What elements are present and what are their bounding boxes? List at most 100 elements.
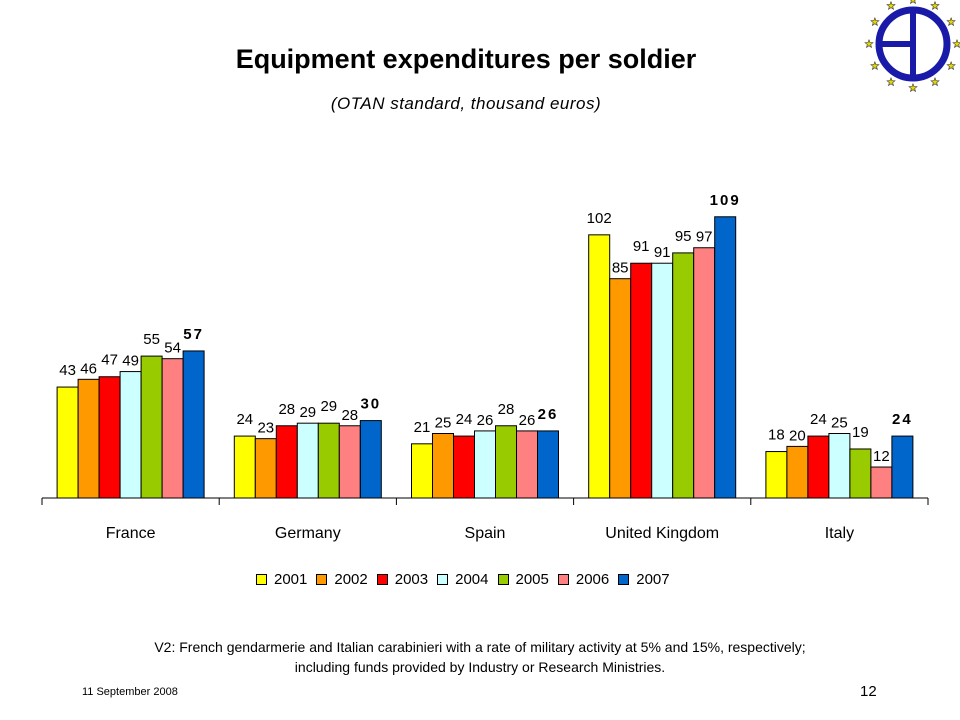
data-label: 26 [538,406,559,423]
bar-italy-2006 [870,466,893,499]
bar-italy-2003 [807,435,830,499]
legend-label: 2007 [636,570,670,588]
data-label: 24 [236,411,253,428]
bar-spain-2001 [411,443,433,499]
bar-france-2003 [98,376,121,499]
footnote-line-1: V2: French gendarmerie and Italian carab… [154,639,806,655]
bar-united-kingdom-2005 [672,252,695,499]
data-label: 28 [341,407,358,424]
category-label: Germany [275,525,341,542]
legend-swatch [618,573,630,585]
bar-united-kingdom-2006 [693,247,716,499]
logo-star-icon [910,0,916,5]
bar-germany-2007 [359,420,382,499]
bar-italy-2004 [828,433,851,499]
data-label: 25 [435,415,452,432]
legend-swatch [376,573,388,585]
bar-france-2001 [56,386,79,499]
bar-spain-2007 [537,430,559,499]
legend-item-2004: 2004 [437,570,489,588]
data-label: 24 [456,411,473,428]
logo-star-icon [908,82,918,93]
logo-stars [864,0,960,93]
bar-united-kingdom-2004 [651,262,674,499]
bar-italy-2001 [765,451,788,499]
data-label: 25 [831,415,848,432]
category-label: Spain [465,525,506,542]
chart-legend: 2001 2002 2003 2004 2005 2006 2007 [256,570,679,588]
data-label: 30 [360,396,381,413]
data-label: 23 [257,420,274,437]
data-label: 85 [612,260,629,277]
chart-subtitle: (OTAN standard, thousand euros) [330,94,602,113]
footnote-line-2: including funds provided by Industry or … [294,659,666,675]
legend-swatch [557,573,569,585]
data-label: 47 [101,352,118,369]
legend-swatch [437,573,449,585]
category-label: United Kingdom [605,525,719,542]
bar-united-kingdom-2001 [588,234,611,499]
bar-spain-2005 [495,425,517,499]
bar-germany-2005 [317,422,340,499]
legend-label: 2004 [455,570,489,588]
legend-item-2001: 2001 [256,571,307,588]
data-label: 55 [143,331,160,348]
bar-france-2006 [161,358,184,499]
legend-item-2007: 2007 [618,570,670,588]
bar-italy-2007 [891,435,914,499]
logo-star-icon [886,77,896,87]
bar-germany-2001 [233,435,256,499]
data-label: 29 [320,398,337,415]
data-label: 26 [477,412,494,429]
bar-france-2005 [140,355,163,499]
data-label: 97 [696,229,713,246]
data-label: 109 [710,192,741,209]
bar-spain-2006 [516,430,538,499]
logo-star-icon [870,16,880,27]
data-label: 57 [183,326,204,343]
legend-item-2005: 2005 [497,570,549,588]
logo-star-icon [930,0,940,10]
legend-label: 2005 [515,570,549,588]
data-label: 19 [852,424,869,441]
category-label: Italy [825,525,854,542]
data-label: 28 [278,401,295,418]
bar-spain-2003 [453,435,475,499]
logo-star-icon [930,77,940,87]
legend-swatch [316,573,328,585]
data-label: 24 [892,411,913,428]
logo-star-icon [864,38,874,49]
bar-spain-2002 [432,433,454,499]
data-label: 28 [498,401,515,418]
data-label: 46 [80,360,97,377]
bar-germany-2006 [338,425,361,499]
data-label: 91 [654,244,671,261]
legend-item-2006: 2006 [557,570,610,588]
legend-label: 2002 [334,570,368,588]
data-label: 91 [633,238,650,255]
data-label: 21 [414,419,431,436]
legend-label: 2003 [394,570,429,588]
logo-star-icon [946,60,956,71]
bar-united-kingdom-2002 [609,278,632,499]
legend-item-2003: 2003 [376,570,429,588]
slide-date: 11 September 2008 [82,686,178,698]
legend-label: 2006 [575,570,610,588]
bar-france-2002 [77,378,100,499]
data-label: 12 [873,448,890,465]
data-label: 43 [59,362,76,379]
bar-germany-2004 [296,422,319,499]
data-label: 26 [519,412,536,429]
legend-swatch [256,573,267,585]
data-label: 29 [299,404,316,421]
bar-germany-2003 [275,425,298,499]
logo-star-icon [870,60,880,71]
bar-united-kingdom-2007 [714,216,737,499]
data-label: 95 [675,228,692,245]
page-number: 12 [860,683,877,700]
bar-italy-2005 [849,448,872,499]
category-label: France [106,525,156,542]
legend-label: 2001 [274,570,308,588]
data-label: 18 [768,427,785,444]
